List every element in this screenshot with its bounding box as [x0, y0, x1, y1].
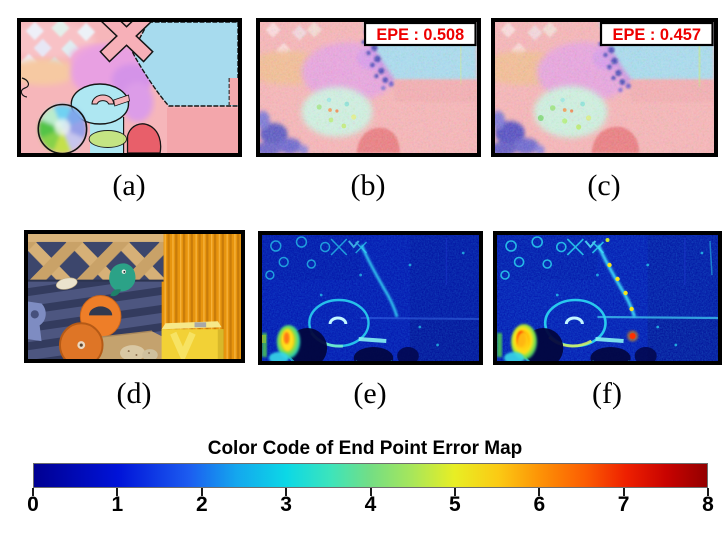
- error-map-f-image: [497, 235, 718, 361]
- colorbar-tickmark-8: [707, 488, 709, 496]
- panel-c-flow-estimate: EPE : 0.457: [491, 18, 718, 157]
- colorbar-tickmark-4: [369, 488, 372, 496]
- hot-error-spot: [497, 324, 538, 361]
- red-error-spot: [627, 330, 639, 342]
- caption-b: (b): [350, 169, 386, 202]
- wood-lattice: [28, 234, 164, 282]
- flow-color-wheel-ball: [37, 103, 88, 153]
- flow-estimate-c-image: EPE : 0.457: [495, 22, 714, 153]
- caption-d: (d): [116, 377, 152, 410]
- colorbar-tickmark-7: [622, 488, 625, 496]
- caption-c: (c): [587, 169, 621, 202]
- panel-f-error-map: [493, 231, 722, 365]
- white-shell: [55, 277, 78, 290]
- colorbar-tickmark-6: [538, 488, 541, 496]
- colorbar-tickmark-5: [453, 488, 456, 496]
- colorbar-ticklabel-0: 0: [27, 493, 39, 516]
- colorbar-ticklabel-5: 5: [449, 493, 461, 516]
- reference-photo-image: [28, 234, 241, 359]
- colorbar-tickmark-3: [285, 488, 288, 496]
- yellow-box: [161, 321, 224, 359]
- shells: [119, 345, 158, 359]
- blue-foam-letter: [28, 301, 46, 342]
- epe-badge: EPE : 0.508: [363, 22, 477, 47]
- edge-traces: [500, 236, 605, 280]
- edge-traces: [265, 236, 368, 280]
- metal-clamp: [194, 322, 207, 328]
- colorbar-tickmark-1: [116, 488, 119, 496]
- flow-ground-truth-image: [21, 22, 238, 153]
- colorbar-ticklabel-2: 2: [195, 493, 208, 516]
- caption-a: (a): [112, 169, 146, 202]
- panel-d-reference-photo: [24, 230, 245, 363]
- bright-diagonal-edge: [360, 244, 399, 318]
- wooden-disc: [58, 322, 104, 359]
- colorbar-title: Color Code of End Point Error Map: [207, 438, 523, 459]
- colorbar-tickmark-2: [200, 488, 203, 496]
- error-map-e-image: [262, 235, 479, 361]
- epe-value-c: EPE : 0.457: [613, 26, 702, 44]
- colorbar-ticklabel-4: 4: [364, 493, 377, 516]
- epe-badge: EPE : 0.457: [599, 22, 714, 47]
- colorbar-ticklabel-1: 1: [111, 493, 124, 516]
- teal-whale-toy: [109, 263, 136, 297]
- caption-e: (e): [353, 377, 387, 410]
- flow-estimate-b-image: EPE : 0.508: [260, 22, 477, 153]
- hot-error-spot: [262, 325, 301, 361]
- diagonal-hot-dots: [605, 238, 634, 312]
- colorbar-ticklabel-6: 6: [533, 493, 546, 516]
- caption-f: (f): [592, 377, 622, 410]
- colorbar-ticklabel-3: 3: [280, 493, 292, 516]
- colorbar-gradient: [33, 463, 708, 488]
- panel-a-flow-ground-truth: [17, 18, 242, 157]
- magenta-flow-region: [70, 44, 154, 122]
- panel-e-error-map: [258, 231, 483, 365]
- panel-b-flow-estimate: EPE : 0.508: [256, 18, 481, 157]
- blue-flow-region: [131, 22, 238, 107]
- colorbar-tickmark-0: [32, 488, 34, 496]
- colorbar-ticklabel-8: 8: [702, 493, 714, 516]
- epe-value-b: EPE : 0.508: [376, 26, 464, 44]
- red-flow-blob: [126, 123, 162, 153]
- colorbar-ticklabel-7: 7: [617, 493, 630, 516]
- lattice-cross-outline: [99, 22, 154, 63]
